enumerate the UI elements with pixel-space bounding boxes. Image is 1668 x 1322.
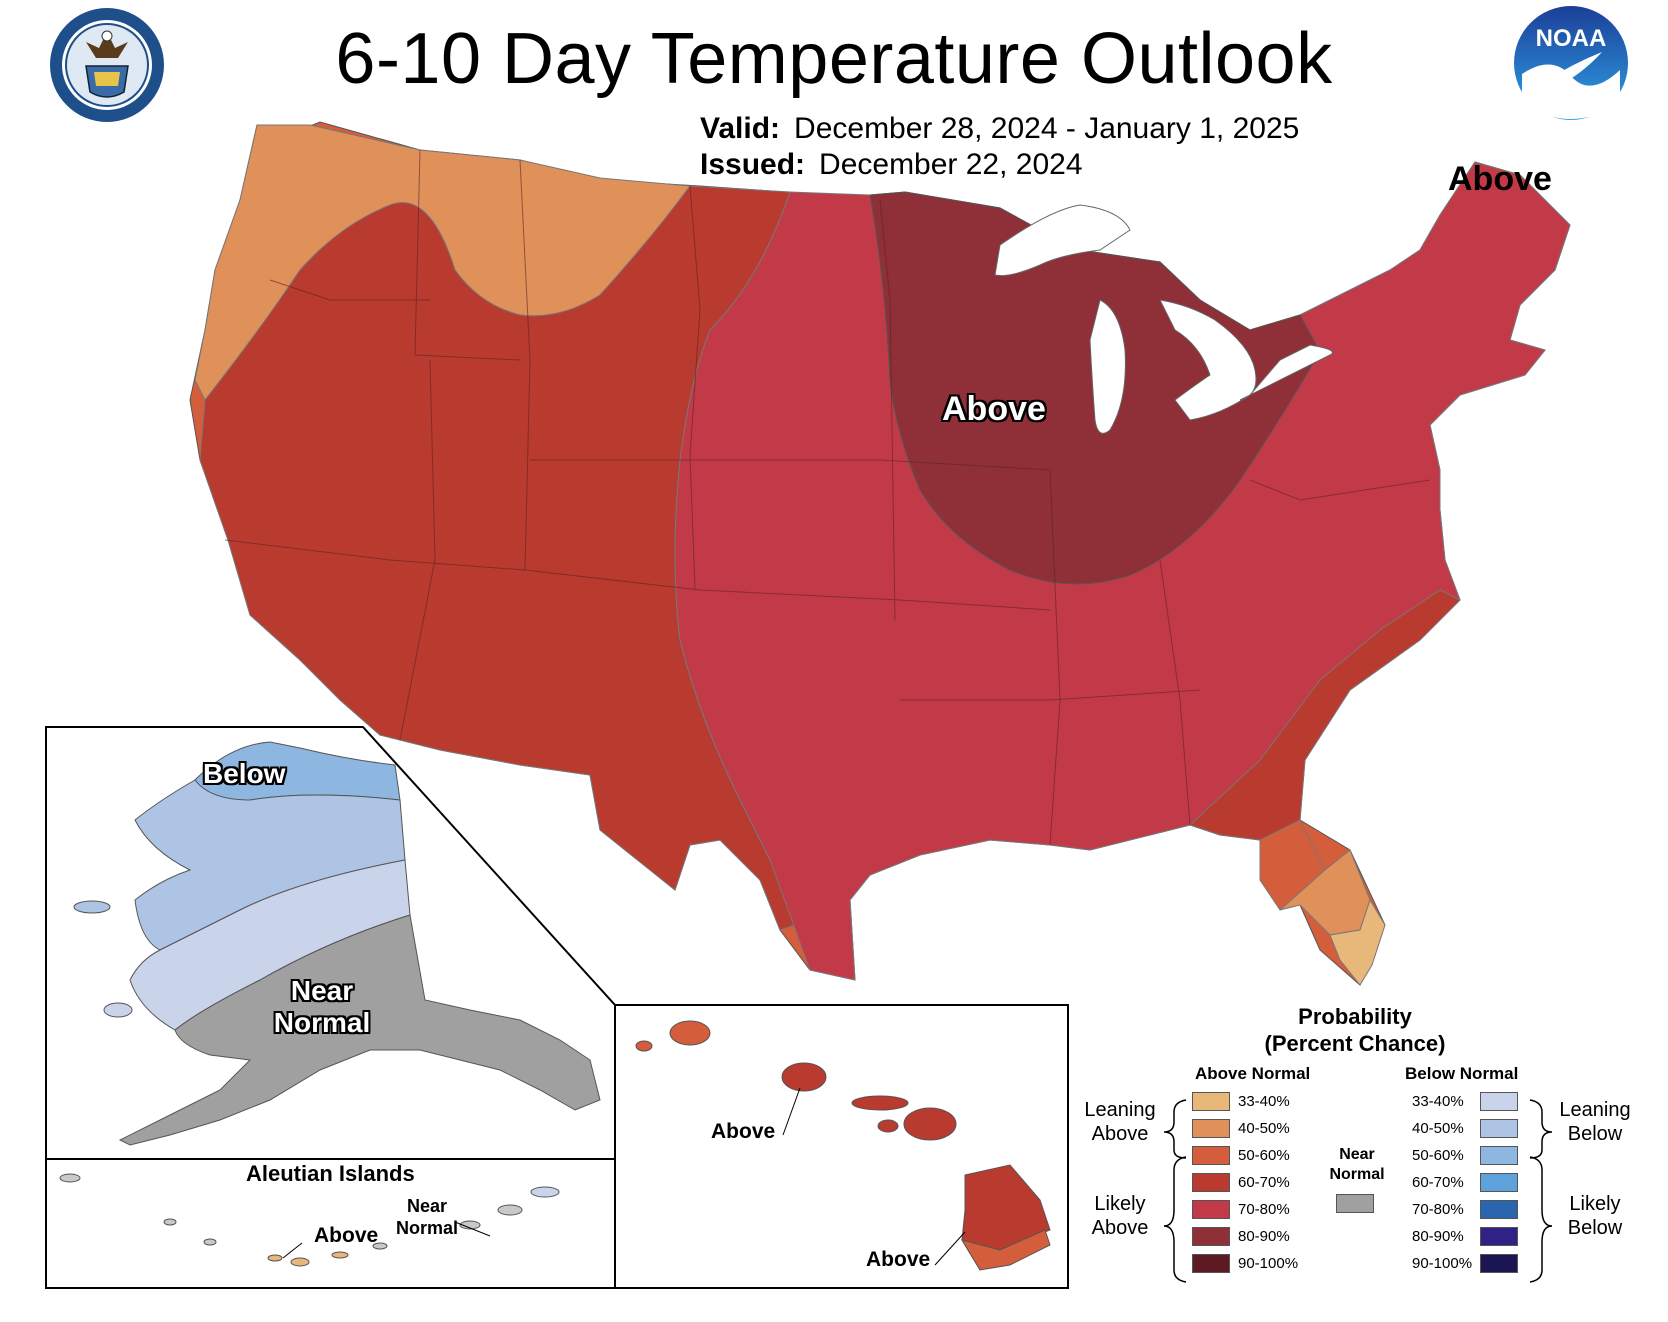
- legend-above-swatch: [1192, 1200, 1230, 1219]
- lake-huron-erie-ontario: [1159, 299, 1333, 421]
- issued-date: Issued: December 22, 2024: [700, 148, 1083, 182]
- legend-above-swatch: [1192, 1146, 1230, 1165]
- valid-value: December 28, 2024 - January 1, 2025: [794, 112, 1300, 145]
- page-title: 6-10 Day Temperature Outlook: [335, 19, 1333, 99]
- noaa-logo-text: NOAA: [1536, 25, 1607, 52]
- legend-below-range: 50-60%: [1412, 1147, 1464, 1164]
- hawaii-islands: [635, 1020, 1051, 1271]
- legend-below-swatch: [1480, 1173, 1518, 1192]
- label-near-normal-aleutian: Near Normal: [395, 1196, 458, 1238]
- legend-likely-below: Likely Below: [1567, 1193, 1623, 1239]
- legend-above-swatch: [1192, 1119, 1230, 1138]
- region-33-40-florida: [1329, 898, 1386, 986]
- legend-above-range: 33-40%: [1238, 1093, 1290, 1110]
- noaa-logo-icon: NOAA: [1514, 6, 1628, 120]
- issued-label: Issued:: [700, 148, 806, 181]
- legend-above-swatch: [1192, 1173, 1230, 1192]
- alaska-island-west: [73, 900, 111, 914]
- legend-likely-above: Likely Above: [1091, 1193, 1149, 1239]
- label-above-midwest: Above: [942, 390, 1046, 428]
- legend-near-normal-swatch: [1336, 1194, 1374, 1213]
- aleutian-chain: [59, 1173, 560, 1267]
- issued-value: December 22, 2024: [819, 148, 1083, 181]
- valid-dates: Valid: December 28, 2024 - January 1, 202…: [700, 112, 1299, 146]
- label-above-aleutian: Above: [314, 1224, 379, 1247]
- legend-above-swatch: [1192, 1254, 1230, 1273]
- legend-above-swatch: [1192, 1092, 1230, 1111]
- legend-above-range: 40-50%: [1238, 1120, 1290, 1137]
- legend-above-swatch: [1192, 1227, 1230, 1246]
- legend-leaning-above: Leaning Above: [1084, 1099, 1156, 1145]
- legend-below-range: 60-70%: [1412, 1174, 1464, 1191]
- hawaii-above-leader-2: [934, 1231, 966, 1266]
- alaska-island-sw: [103, 1002, 133, 1018]
- aleutian-near-leader: [454, 1221, 491, 1237]
- legend-title: Probability (Percent Chance): [1264, 1004, 1446, 1056]
- legend-below-range: 70-80%: [1412, 1201, 1464, 1218]
- legend-below-swatch: [1480, 1092, 1518, 1111]
- hawaii-above-leader-1: [782, 1087, 801, 1136]
- valid-label: Valid:: [700, 112, 781, 145]
- legend-braces: [1163, 1099, 1553, 1283]
- legend-above-range: 80-90%: [1238, 1228, 1290, 1245]
- legend-below-range: 90-100%: [1412, 1255, 1473, 1272]
- lake-superior: [994, 204, 1131, 276]
- alaska-near-normal: [118, 914, 601, 1146]
- state-boundaries: [224, 149, 1431, 846]
- legend-below-range: 80-90%: [1412, 1228, 1464, 1245]
- legend-below-range: 33-40%: [1412, 1093, 1464, 1110]
- commerce-seal-icon: [50, 8, 164, 122]
- label-near-normal-alaska: Near Normal: [273, 975, 371, 1038]
- legend-below-header: Below Normal: [1405, 1064, 1519, 1083]
- label-above-northeast: Above: [1448, 160, 1552, 198]
- legend-below-swatch: [1480, 1119, 1518, 1138]
- legend-above-range: 60-70%: [1238, 1174, 1290, 1191]
- legend-below-swatch: [1480, 1227, 1518, 1246]
- legend-above-range: 90-100%: [1238, 1255, 1299, 1272]
- aleutian-above-leader: [282, 1242, 303, 1259]
- legend-below-range: 40-50%: [1412, 1120, 1464, 1137]
- legend-above-range: 70-80%: [1238, 1201, 1290, 1218]
- legend-below-swatch: [1480, 1200, 1518, 1219]
- label-above-hawaii-north: Above: [711, 1120, 776, 1143]
- lake-michigan: [1089, 299, 1126, 434]
- label-below-alaska: Below: [203, 758, 286, 789]
- legend-near-normal-label: Near Normal: [1329, 1146, 1385, 1183]
- legend-below-swatch: [1480, 1146, 1518, 1165]
- legend-above-header: Above Normal: [1195, 1064, 1311, 1083]
- aleutian-title: Aleutian Islands: [246, 1161, 415, 1186]
- legend-below-swatch: [1480, 1254, 1518, 1273]
- label-above-hawaii-south: Above: [866, 1248, 931, 1271]
- legend-leaning-below: Leaning Below: [1559, 1099, 1631, 1145]
- legend-above-range: 50-60%: [1238, 1147, 1290, 1164]
